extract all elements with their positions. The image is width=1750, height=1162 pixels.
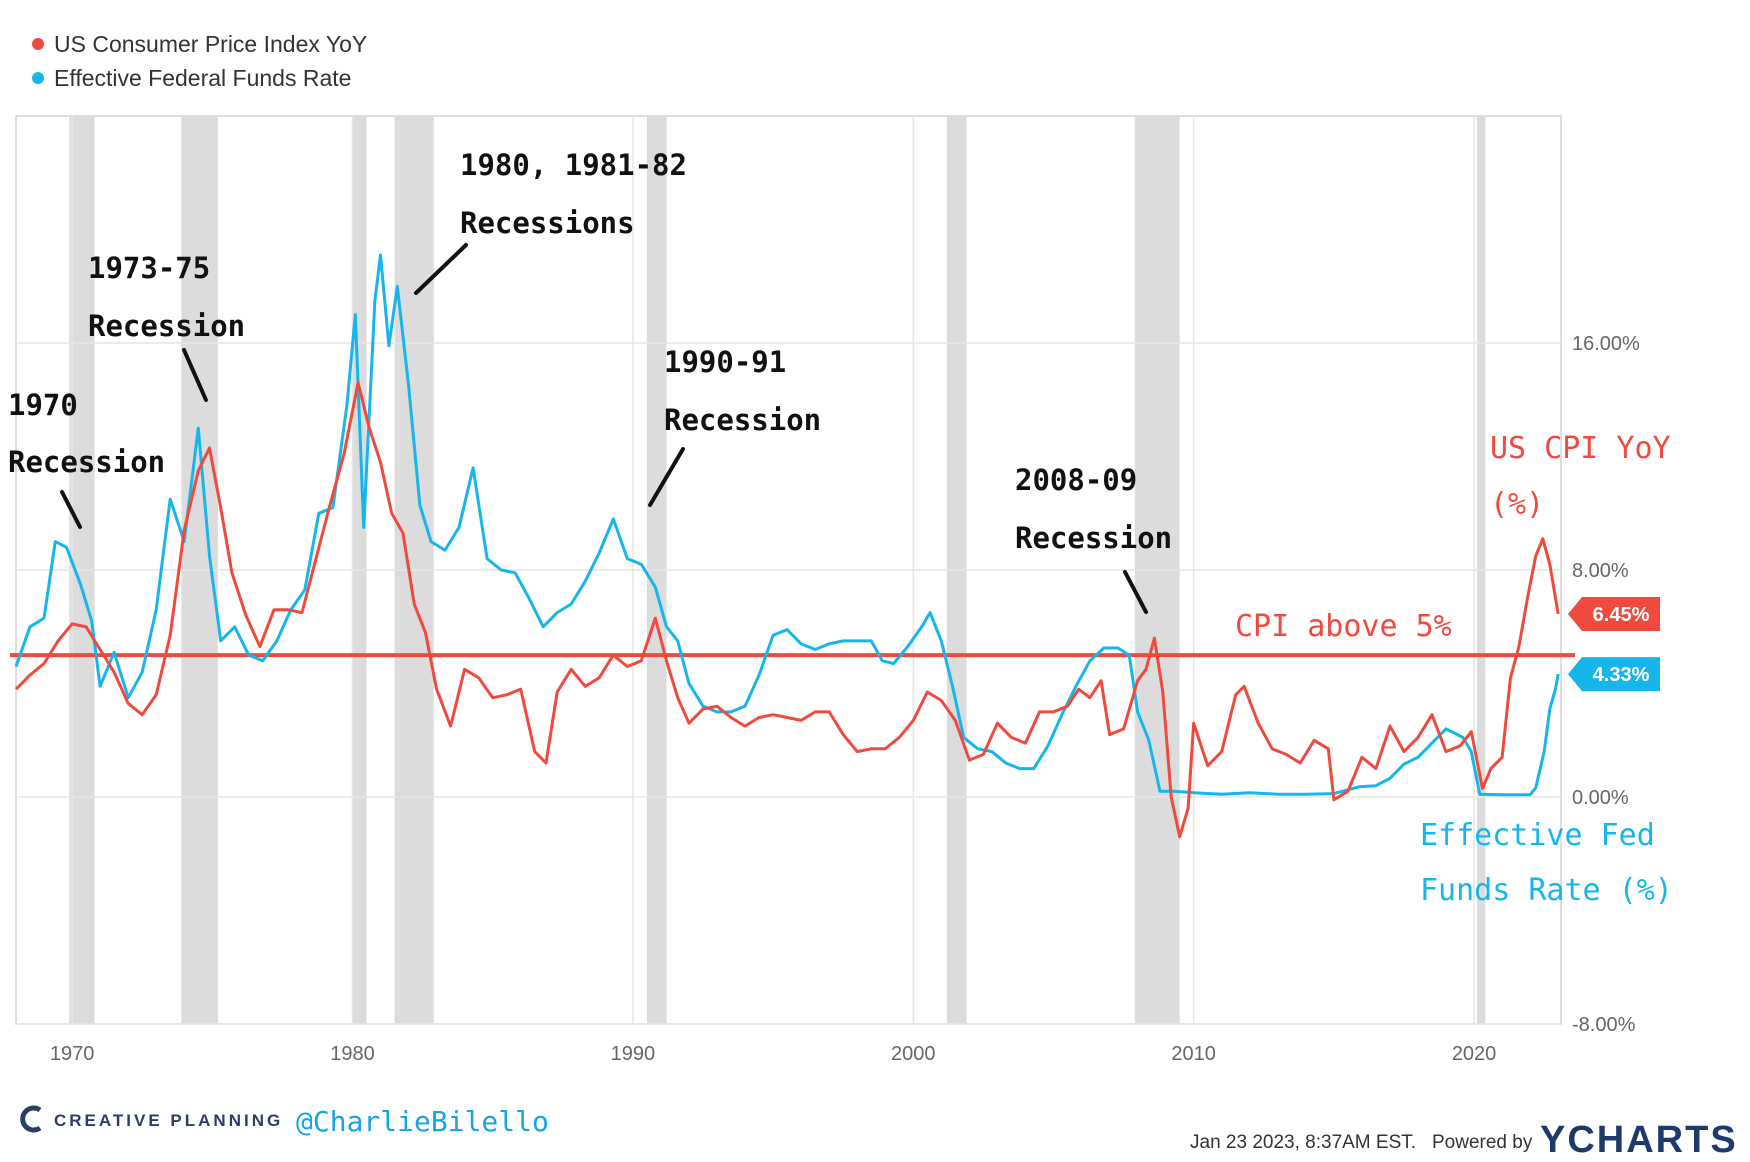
x-axis-ticks: 1970 1980 1990 2000 2010 2020 [50,1043,1496,1065]
legend-dot-cpi [32,38,44,50]
annotation-1990-91-line1: 1990-91 [664,345,786,379]
end-badge-label-0: 6.45% [1593,604,1650,626]
annotation-fed-line2: Funds Rate (%) [1420,873,1673,908]
series-line-fed [14,253,1560,797]
legend-item-cpi[interactable]: US Consumer Price Index YoY [32,31,367,57]
end-badge-shape-0 [1568,596,1660,631]
annotation-2008-09-line2: Recession [1015,521,1172,555]
annotation-1990-91: 1990-91 Recession [648,345,821,507]
x-tick-label-4: 2010 [1171,1043,1216,1065]
annotation-cpi-line2: (%) [1490,487,1544,522]
annotation-1980-82: 1980, 1981-82 Recessions [414,148,687,295]
annotation-1970-pointer [60,490,82,529]
annotation-1980-82-pointer [414,243,468,295]
gridlines [16,116,1561,1025]
annotation-cpi-series: US CPI YoY (%) [1490,431,1671,522]
threshold-label: CPI above 5% [1235,609,1452,644]
x-tick-label-1: 1980 [330,1043,375,1065]
x-tick-label-3: 2000 [891,1043,936,1065]
timestamp: Jan 23 2023, 8:37AM EST. [1190,1132,1416,1153]
annotation-fed-series: Effective Fed Funds Rate (%) [1420,818,1673,908]
brand-name: CREATIVE PLANNING [54,1111,283,1130]
annotation-2008-09-pointer [1123,570,1148,614]
x-tick-label-0: 1970 [50,1043,95,1065]
annotation-1973-75-line2: Recession [88,309,245,343]
legend-label-fed: Effective Federal Funds Rate [54,65,351,91]
y-tick-label-1: 8.00% [1572,560,1629,582]
creative-planning-logo-icon [20,1105,42,1133]
end-badge-0: 6.45% [1568,596,1660,631]
annotation-2008-09-line1: 2008-09 [1015,463,1137,497]
annotation-1973-75-pointer [182,348,208,402]
end-value-badges: 6.45% 4.33% [1568,596,1660,692]
annotation-1970: 1970 Recession [8,388,165,529]
x-tick-label-5: 2020 [1452,1043,1497,1065]
annotation-cpi-line1: US CPI YoY [1490,431,1671,466]
end-badge-shape-1 [1568,657,1660,692]
author-handle: @CharlieBilello [296,1105,549,1138]
annotation-1973-75: 1973-75 Recession [88,251,245,402]
annotation-1970-line2: Recession [8,445,165,479]
ycharts-logo[interactable]: YCHARTS [1540,1119,1738,1161]
powered-by-label: Powered by [1432,1132,1533,1153]
legend-item-fed[interactable]: Effective Federal Funds Rate [32,65,351,91]
annotation-2008-09: 2008-09 Recession [1015,463,1172,614]
end-badge-1: 4.33% [1568,657,1660,692]
creative-planning-logo: CREATIVE PLANNING [20,1105,283,1133]
annotation-fed-line1: Effective Fed [1420,818,1655,853]
end-badge-label-1: 4.33% [1593,664,1650,686]
annotation-1970-line1: 1970 [8,388,78,422]
series-lines [14,253,1560,839]
series-line-cpi [14,381,1560,839]
y-axis-ticks: 16.00% 8.00% 0.00% -8.00% [1572,333,1640,1036]
annotation-1973-75-line1: 1973-75 [88,251,210,285]
footer: CREATIVE PLANNING @CharlieBilello Jan 23… [20,1105,1738,1161]
annotation-1990-91-line2: Recession [664,403,821,437]
annotation-1990-91-pointer [648,447,685,507]
annotation-1980-82-line1: 1980, 1981-82 [460,148,687,182]
legend-label-cpi: US Consumer Price Index YoY [54,31,367,57]
legend: US Consumer Price Index YoY Effective Fe… [32,31,367,91]
y-tick-label-2: 0.00% [1572,787,1629,809]
y-tick-label-3: -8.00% [1572,1014,1636,1036]
legend-dot-fed [32,72,44,84]
x-tick-label-2: 1990 [611,1043,656,1065]
annotation-1980-82-line2: Recessions [460,206,635,240]
y-tick-label-0: 16.00% [1572,333,1640,355]
